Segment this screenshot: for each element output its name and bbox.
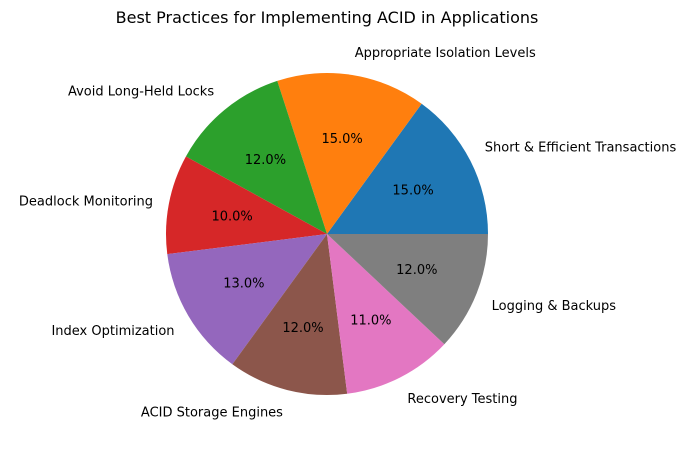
pie-slice-deadlock-monitoring [165, 156, 327, 255]
pie-pct-label: 15.0% [392, 184, 433, 199]
pie-slice-appropriate-isolation-levels [277, 73, 422, 234]
pie-category-label: Short & Efficient Transactions [485, 141, 677, 156]
pie-slice-short-and-efficient-transactions [327, 103, 488, 234]
pie-slice-recovery-testing [327, 234, 445, 394]
pie-category-label: Logging & Backups [492, 299, 617, 314]
pie-category-label: ACID Storage Engines [141, 406, 283, 421]
pie-pct-label: 12.0% [282, 321, 323, 336]
pie-category-label: Appropriate Isolation Levels [355, 46, 536, 61]
pie-slice-acid-storage-engines [232, 234, 348, 395]
pie-slice-logging-and-backups [327, 234, 488, 345]
pie-pct-label: 10.0% [211, 209, 252, 224]
pie-labels: 15.0% Short & Efficient Transactions 15.0%… [19, 46, 677, 420]
pie-category-label: Deadlock Monitoring [19, 194, 153, 209]
pie-pct-label: 11.0% [350, 314, 391, 329]
pie-category-label: Recovery Testing [407, 392, 517, 407]
pie-category-label: Avoid Long-Held Locks [68, 85, 214, 100]
pie-pct-label: 15.0% [321, 132, 362, 147]
pie-slice-index-optimization [167, 234, 327, 365]
pie-pct-label: 13.0% [223, 277, 264, 292]
chart-title: Best Practices for Implementing ACID in … [116, 8, 539, 27]
pie-pct-label: 12.0% [396, 263, 437, 278]
pie-slice-avoid-long-held-locks [185, 80, 327, 234]
pie-category-label: Index Optimization [51, 324, 174, 339]
pie-slices [165, 73, 488, 395]
pie-pct-label: 12.0% [245, 153, 286, 168]
